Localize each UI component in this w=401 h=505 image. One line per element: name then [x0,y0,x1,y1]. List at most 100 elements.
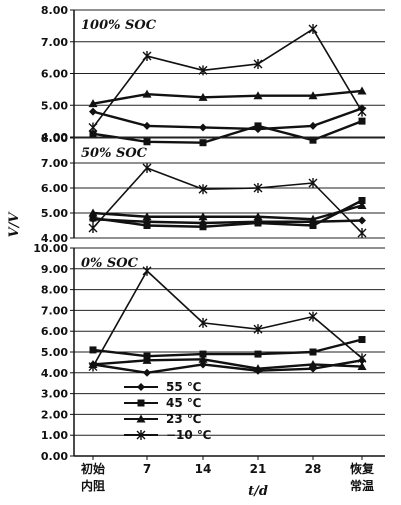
series-square [89,117,366,147]
data-point-triangle [308,214,318,223]
x-tick-label: 初始 [81,461,105,476]
data-point-x [308,24,318,35]
legend-label: −10 ℃ [166,428,211,442]
data-point-x [88,361,98,372]
panel-title: 0% SOC [81,256,139,271]
data-point-x [308,311,318,322]
legend-entry: −10 ℃ [124,428,211,442]
y-tick-label: 1.00 [41,429,68,442]
y-tick-label: 2.00 [41,408,68,421]
legend-entry: 55 ℃ [124,380,201,394]
data-point-triangle [142,212,152,221]
series-x [88,265,367,372]
data-point-triangle [253,212,263,221]
y-axis-label: V/V [7,211,22,238]
data-point-square [89,214,97,222]
data-point-square [358,117,366,125]
data-point-x [253,183,263,193]
y-tick-label: 5.00 [41,207,68,220]
legend-marker-square [137,399,145,407]
data-point-diamond [89,107,97,116]
data-point-square [254,219,262,227]
x-tick-label: 恢复 [350,461,375,476]
series-line [92,107,363,131]
panel-title: 50% SOC [81,146,148,161]
series-square [89,336,366,360]
series-line [92,120,363,144]
x-axis-label: t/d [248,484,268,499]
series-line [92,204,363,221]
legend-marker-x [136,430,146,440]
data-point-triangle [357,201,367,209]
x-tick-label: 常温 [350,478,374,493]
legend: 55 ℃ 45 ℃ 23 ℃ −10 ℃ [124,380,211,442]
series-line [92,28,363,128]
legend-label: 55 ℃ [166,380,201,394]
legend-marker-triangle [136,414,146,423]
data-point-x [88,223,98,233]
data-point-square [358,197,366,204]
y-tick-label: 8.00 [41,132,68,145]
data-point-triangle [198,212,208,221]
panel-1: 4.00 5.00 6.00 7.00 8.00 100% SOC [41,4,385,147]
legend-marker-diamond [137,383,145,391]
data-point-square [254,122,262,130]
y-tick-label: 8.00 [41,284,68,297]
series-line [92,359,363,374]
y-tick-label: 5.00 [41,346,68,359]
data-point-diamond [143,368,151,377]
data-point-x [88,122,98,133]
data-point-square [143,138,151,146]
data-point-triangle [253,364,263,373]
legend-label: 23 ℃ [166,412,201,426]
y-tick-label: 7.00 [41,304,68,317]
x-tick-label: 14 [195,462,212,476]
panel-2: 4.00 5.00 6.00 7.00 8.00 50% SOC [41,132,385,245]
data-point-diamond [143,121,151,130]
data-point-triangle [142,355,152,364]
data-point-triangle [88,208,98,217]
legend-entry: 23 ℃ [124,412,201,426]
y-tick-label: 8.00 [41,4,68,17]
data-point-x [253,324,263,335]
series-line [92,358,363,370]
data-point-square [309,348,317,356]
y-tick-label: 9.00 [41,263,68,276]
y-tick-label: 4.00 [41,367,68,380]
data-point-triangle [308,91,318,100]
series-diamond [89,104,366,134]
data-point-x [142,51,152,62]
x-tick-label: 28 [305,462,322,476]
y-tick-label: 4.00 [41,131,68,144]
data-point-triangle [357,362,367,371]
data-point-square [309,222,317,229]
legend-label: 45 ℃ [166,396,201,410]
data-point-square [199,350,207,358]
data-point-square [309,136,317,144]
y-tick-label: 6.00 [41,68,68,81]
data-point-x [253,58,263,69]
series-x [88,24,367,133]
data-point-triangle [198,354,208,363]
data-point-x [357,228,367,238]
data-point-x [357,353,367,364]
y-tick-label: 7.00 [41,36,68,49]
series-x [88,163,367,238]
y-tick-label: 0.00 [41,450,68,463]
series-line [92,270,363,367]
data-point-triangle [198,92,208,101]
series-line [92,89,363,105]
y-tick-label: 4.00 [41,232,68,245]
series-triangle [88,86,367,108]
series-square [89,197,366,231]
data-point-diamond [358,216,366,225]
data-point-square [254,350,262,358]
series-line [92,338,363,358]
data-point-triangle [253,91,263,100]
y-tick-label: 3.00 [41,388,68,401]
x-tick-label: 21 [250,462,267,476]
series-diamond [89,356,366,377]
series-line [92,199,363,228]
y-tick-label: 7.00 [41,157,68,170]
